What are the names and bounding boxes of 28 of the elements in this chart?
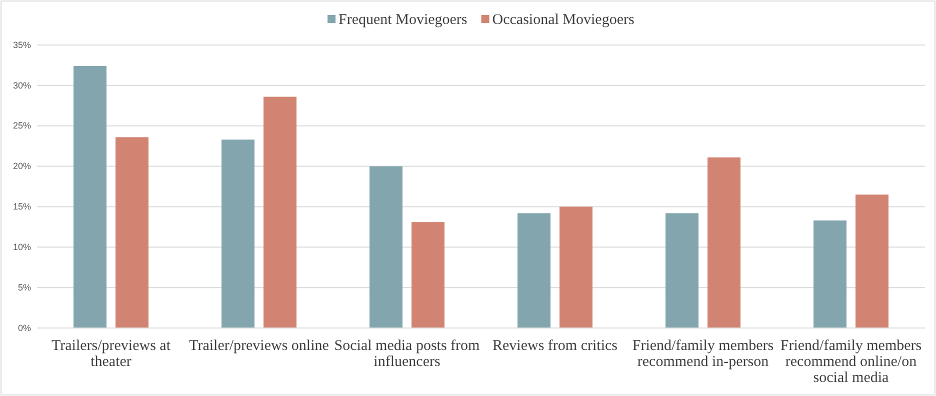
- bar: [814, 220, 846, 328]
- bar: [412, 222, 444, 328]
- y-tick-label: 5%: [18, 282, 31, 292]
- bar: [518, 213, 550, 328]
- bar: [708, 157, 740, 328]
- y-tick-label: 10%: [12, 242, 31, 252]
- bar: [264, 96, 296, 328]
- bar: [560, 206, 592, 328]
- bar: [116, 137, 148, 328]
- y-tick-label: 15%: [12, 202, 31, 212]
- legend-label: Frequent Moviegoers: [338, 12, 468, 28]
- bar: [856, 194, 888, 328]
- x-tick-label: Friend/family members recommend online/on social media: [780, 338, 922, 386]
- bar: [222, 140, 254, 328]
- bar: [666, 213, 698, 328]
- x-tick-label: Reviews from critics: [492, 338, 618, 354]
- y-tick-label: 30%: [12, 80, 31, 90]
- x-tick-label: Trailer/previews online: [189, 338, 330, 354]
- y-tick-label: 0%: [18, 322, 31, 333]
- x-tick-label: Trailers/previews at theater: [51, 338, 172, 370]
- bar: [74, 66, 106, 328]
- y-tick-label: 35%: [12, 40, 31, 50]
- x-tick-label: Friend/family members recommend in-person: [632, 338, 774, 370]
- y-tick-label: 25%: [12, 120, 31, 131]
- legend-label: Occasional Moviegoers: [492, 12, 634, 28]
- y-tick-label: 20%: [12, 161, 31, 172]
- x-tick-label: Social media posts from influencers: [334, 338, 480, 370]
- bar: [370, 166, 402, 328]
